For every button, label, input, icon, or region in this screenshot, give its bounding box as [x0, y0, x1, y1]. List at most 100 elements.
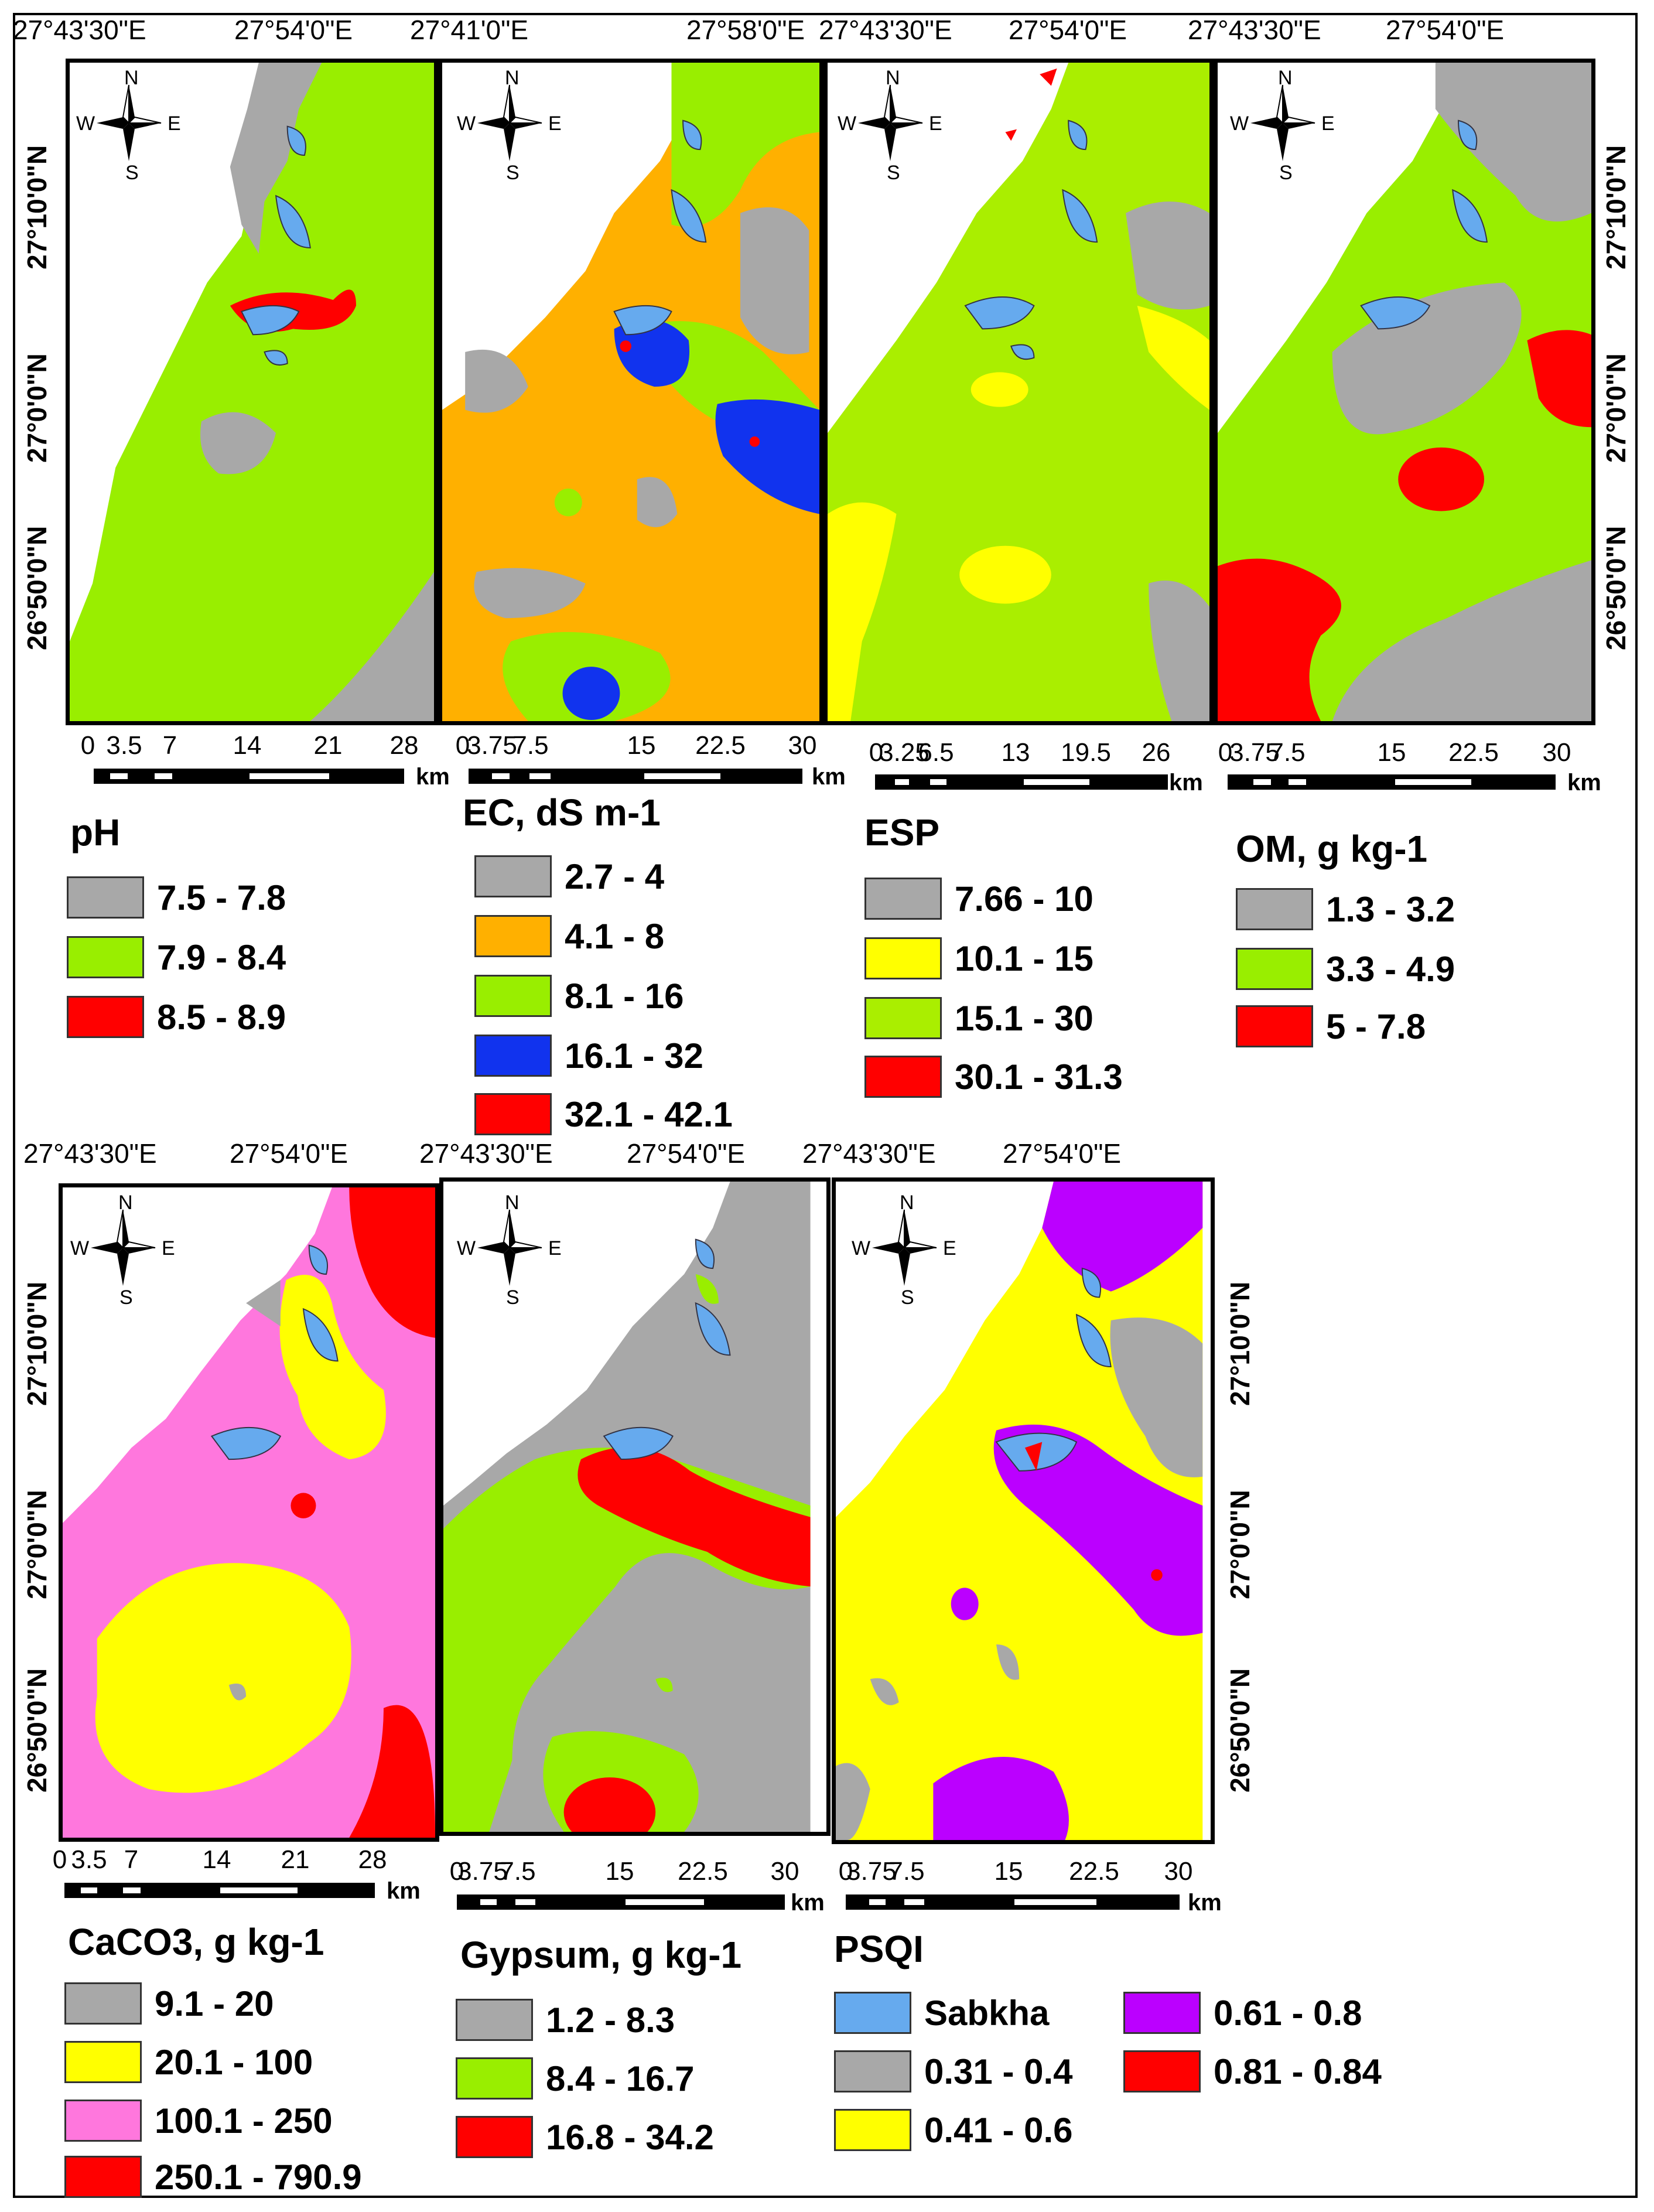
legend-item: 5 - 7.8 — [1236, 1005, 1426, 1047]
esp-map — [823, 59, 1214, 725]
sabkha — [1081, 1267, 1102, 1298]
zone-caco3-250.1-790.9 — [291, 1493, 316, 1518]
legend-item: 0.81 - 0.84 — [1123, 2050, 1382, 2092]
sabkha — [1458, 120, 1478, 151]
legend-swatch — [864, 997, 942, 1039]
legend-swatch — [456, 2116, 533, 2158]
zone-ec-32.1-42.1 — [749, 436, 760, 447]
sabkha — [695, 1238, 715, 1269]
land-unmapped — [63, 1187, 332, 1523]
legend-item: 16.8 - 34.2 — [456, 2116, 714, 2158]
legend-item: 1.2 - 8.3 — [456, 1999, 675, 2041]
map-edge — [810, 1182, 826, 1832]
zone-psqi-0.81-0.84 — [1151, 1569, 1163, 1581]
legend-item: 3.3 - 4.9 — [1236, 948, 1455, 990]
legend-item: 0.41 - 0.6 — [834, 2109, 1073, 2151]
zone-om-5-7.8 — [1527, 330, 1591, 428]
legend-swatch — [456, 1999, 533, 2041]
zone-ec-2.7-4 — [474, 568, 586, 619]
legend-title: OM, g kg-1 — [1236, 828, 1428, 870]
lat-label: 27°10'0"N — [22, 1281, 52, 1406]
legend-title: Gypsum, g kg-1 — [460, 1934, 742, 1976]
legend-swatch — [474, 1035, 552, 1077]
lon-label: 27°54'0"E — [1386, 15, 1505, 45]
legend-swatch — [67, 876, 144, 919]
legend-swatch — [474, 855, 552, 897]
ph-map — [66, 59, 438, 725]
legend-item: 7.66 - 10 — [864, 878, 1093, 920]
map-edge — [1202, 1182, 1211, 1840]
lon-label: 27°54'0"E — [234, 15, 353, 45]
zone-psqi-0.61-0.8 — [1042, 1182, 1203, 1292]
sabkha — [964, 296, 1035, 330]
caco3-map — [59, 1183, 439, 1842]
north-arrow-icon: N S W E — [838, 67, 942, 184]
legend-swatch — [474, 1093, 552, 1135]
zone-ph-7.5-7.8 — [200, 412, 276, 475]
zone-gypsum-16.8-34.2 — [563, 1777, 656, 1832]
zone-psqi-0.31-0.4 — [1110, 1317, 1203, 1477]
zone-caco3-20.1-100 — [95, 1563, 351, 1793]
lat-label: 26°50'0"N — [1601, 525, 1631, 650]
zone-om-5-7.8 — [1398, 447, 1485, 511]
zone-caco3-250.1-790.9 — [349, 1187, 435, 1338]
sabkha — [671, 189, 707, 243]
legend-swatch — [834, 2109, 911, 2151]
zone-gypsum-8.4-16.7 — [695, 1274, 719, 1304]
zone-caco3-9.1-20 — [228, 1683, 247, 1701]
zone-caco3-250.1-790.9 — [349, 1705, 435, 1838]
lat-label: 26°50'0"N — [22, 1668, 52, 1793]
north-arrow-icon: N S W E — [76, 67, 181, 184]
zone-ec-32.1-42.1 — [620, 340, 631, 352]
legend-title: PSQI — [834, 1928, 924, 1970]
zone-ec-2.7-4 — [740, 207, 809, 354]
lon-label: 27°43'30"E — [1188, 15, 1321, 45]
zone-psqi-0.61-0.8 — [993, 1424, 1203, 1636]
lat-label: 27°0'0"N — [1225, 1490, 1255, 1599]
sabkha — [613, 305, 672, 336]
zone-caco3-9.1-20 — [246, 1280, 281, 1327]
legend-item: 0.31 - 0.4 — [834, 2050, 1073, 2092]
lon-label: 27°43'30"E — [13, 15, 146, 45]
legend-item: 100.1 - 250 — [64, 2100, 333, 2142]
lon-label: 27°54'0"E — [1003, 1138, 1122, 1169]
zone-esp-30.1-31.3 — [1005, 129, 1017, 141]
zone-ec-8.1-16 — [554, 488, 582, 517]
legend-title: EC, dS m-1 — [463, 791, 661, 834]
north-arrow-icon: N S W E — [852, 1192, 956, 1309]
land-unmapped — [70, 63, 316, 641]
lat-label: 27°0'0"N — [1601, 353, 1631, 463]
sabkha — [1360, 296, 1431, 330]
lat-label: 27°10'0"N — [1225, 1281, 1255, 1406]
legend-item: 16.1 - 32 — [474, 1035, 703, 1077]
sabkha — [241, 305, 300, 336]
scale-bar: 0 3.25 6.5 13 19.5 26 km — [869, 738, 1203, 796]
legend-item: Sabkha — [834, 1992, 1049, 2034]
zone-gypsum-8.4-16.7 — [655, 1677, 673, 1692]
sabkha — [286, 125, 306, 156]
lat-label: 27°10'0"N — [22, 145, 52, 269]
zone-ec-16.1-32 — [614, 319, 690, 387]
sabkha — [682, 120, 702, 151]
zone-esp-7.66-10 — [1126, 202, 1209, 310]
sabkha — [210, 1426, 282, 1460]
zone-ec-8.1-16 — [671, 63, 819, 227]
legend-swatch — [864, 1056, 942, 1098]
sabkha — [603, 1426, 674, 1460]
legend-swatch — [64, 2100, 142, 2142]
land-unmapped — [1218, 63, 1458, 433]
legend-item: 2.7 - 4 — [474, 855, 664, 897]
lon-label: 27°43'30"E — [819, 15, 952, 45]
legend-swatch — [834, 2050, 911, 2092]
lat-label: 26°50'0"N — [1225, 1668, 1255, 1793]
zone-gypsum-16.8-34.2 — [577, 1447, 811, 1587]
zone-psqi-0.31-0.4 — [996, 1644, 1020, 1680]
legend-swatch — [1236, 888, 1313, 930]
legend-swatch — [1236, 948, 1313, 990]
legend-item: 9.1 - 20 — [64, 1982, 274, 2025]
legend-swatch — [64, 2156, 142, 2198]
sabkha — [275, 194, 311, 249]
legend-item: 8.4 - 16.7 — [456, 2057, 695, 2100]
legend-item: 0.61 - 0.8 — [1123, 1992, 1362, 2034]
zone-psqi-0.31-0.4 — [836, 1763, 870, 1840]
